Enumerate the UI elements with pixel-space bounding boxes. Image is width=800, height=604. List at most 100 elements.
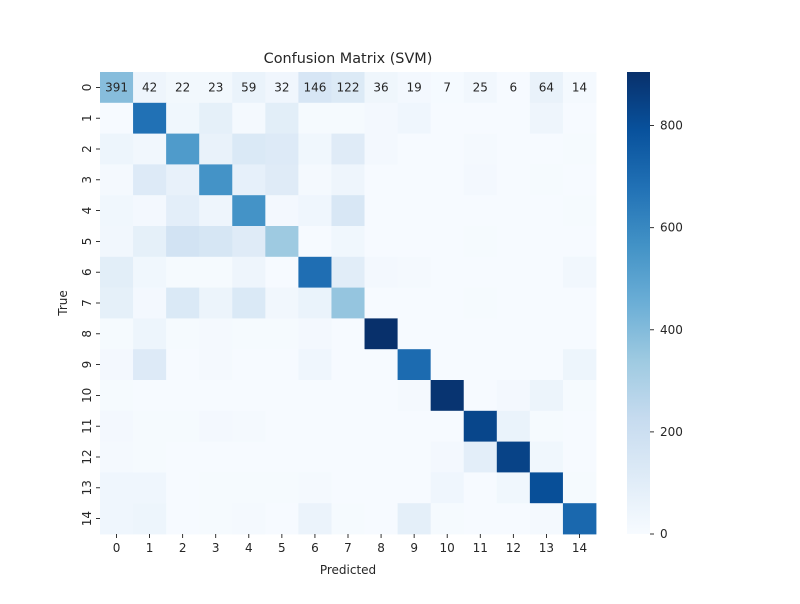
heatmap-cell [166,102,200,134]
heatmap-cell [133,318,167,350]
heatmap-cell [265,318,299,350]
x-tick-label: 11 [473,541,488,555]
heatmap-cell [430,72,465,104]
colorbar: 0 200 400 600 800 [627,72,683,541]
x-tick-label: 2 [179,541,187,555]
heatmap-cell [133,133,167,165]
heatmap-cell [397,226,432,258]
heatmap-cell [265,472,299,504]
heatmap-cell [463,102,498,134]
heatmap-cell [562,441,597,473]
y-axis-label: True [56,290,70,317]
heatmap-cell [397,441,432,473]
heatmap-cell [298,226,332,258]
heatmap-cell [331,195,365,227]
heatmap-cell [496,287,531,319]
heatmap-cell [529,256,564,288]
y-tick-label: 2 [80,145,94,153]
y-tick-label: 10 [80,388,94,403]
heatmap-cell [166,380,200,412]
heatmap-cell [562,410,597,442]
heatmap-cell [562,380,597,412]
heatmap-cell [331,503,365,535]
heatmap-cell [529,72,564,104]
heatmap-cell [496,102,531,134]
x-tick-label: 13 [539,541,554,555]
heatmap-cell [100,349,134,381]
heatmap-cell [529,441,564,473]
heatmap-cell [364,472,398,504]
heatmap-cell [496,318,531,350]
heatmap-cell [265,226,299,258]
heatmap-cell [430,349,465,381]
heatmap-cell [364,349,398,381]
heatmap-cell [298,164,332,196]
heatmap-cell [133,102,167,134]
heatmap-cell [397,256,432,288]
heatmap-cell [199,503,233,535]
heatmap-cell [298,195,332,227]
heatmap-cell [496,472,531,504]
y-tick-label: 6 [80,268,94,276]
heatmap-cell [331,472,365,504]
heatmap-cell [199,133,233,165]
heatmap-cell [232,102,266,134]
heatmap-cell [463,72,498,104]
heatmap-cell [397,380,432,412]
heatmap-cell [562,102,597,134]
heatmap-cell [562,349,597,381]
x-tick-label: 7 [344,541,352,555]
heatmap-cell [562,133,597,165]
heatmap-cell [562,72,597,104]
heatmap-cell [166,256,200,288]
heatmap-cell [265,503,299,535]
heatmap-cell [298,410,332,442]
heatmap-cell [133,349,167,381]
heatmap-cell [496,72,531,104]
heatmap-cell [430,102,465,134]
heatmap-cell [265,164,299,196]
heatmap-cell [331,164,365,196]
heatmap-cell [364,72,398,104]
heatmap-cell [430,441,465,473]
heatmap-cell [496,133,531,165]
heatmap-cell [463,164,498,196]
x-tick-label: 0 [113,541,121,555]
heatmap-cell [166,503,200,535]
heatmap-cell [397,318,432,350]
y-tick-label: 4 [80,207,94,215]
heatmap-cell [463,349,498,381]
heatmap-cell [265,195,299,227]
x-tick-label: 14 [572,541,587,555]
x-tick-label: 6 [311,541,319,555]
heatmap-cell [364,441,398,473]
x-tick-label: 8 [377,541,385,555]
heatmap-cell [232,195,266,227]
heatmap-cell [166,72,200,104]
heatmap-cell [100,472,134,504]
heatmap-cell [496,441,531,473]
heatmap-cell [199,349,233,381]
heatmap-cell [496,256,531,288]
heatmap-cell [364,503,398,535]
heatmap-cell [166,410,200,442]
heatmap-cell [562,503,597,535]
heatmap-cell [298,133,332,165]
heatmap-cell [166,349,200,381]
cell-value-label: 32 [274,80,289,94]
x-tick-label: 5 [278,541,286,555]
heatmap-cell [397,287,432,319]
y-tick-label: 13 [80,480,94,495]
heatmap-cell [364,195,398,227]
cell-value-label: 14 [572,80,587,94]
y-tick-label: 14 [80,511,94,526]
heatmap-cell [331,72,365,104]
heatmap-cell [133,195,167,227]
heatmap-cell [397,72,432,104]
heatmap-cell [265,287,299,319]
heatmap-cell [529,287,564,319]
heatmap-cell [463,380,498,412]
heatmap-cell [463,472,498,504]
heatmap-cell [133,72,167,104]
